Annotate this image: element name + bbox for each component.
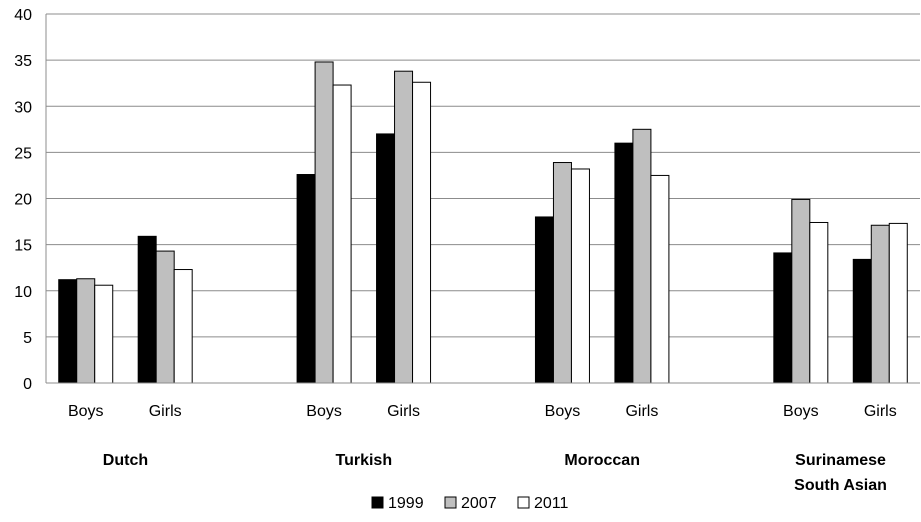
y-tick-label: 0 — [23, 376, 32, 393]
bar-turkish-girls-1999 — [376, 133, 396, 384]
y-tick-label: 15 — [14, 238, 32, 255]
x-group-label: Dutch — [103, 452, 148, 469]
x-category-label: Girls — [149, 403, 182, 420]
y-tick-label: 25 — [14, 145, 32, 162]
bars — [58, 61, 908, 384]
legend-swatch — [444, 496, 457, 509]
x-category-label: Boys — [545, 403, 581, 420]
bar-dutch-girls-2007 — [155, 250, 175, 384]
x-group-label: Moroccan — [564, 452, 640, 469]
bar-surinamese-south-asian-boys-2007 — [791, 198, 811, 384]
x-group-label: South Asian — [794, 477, 887, 494]
bar-turkish-boys-1999 — [296, 174, 316, 384]
bar-turkish-boys-2011 — [332, 84, 352, 384]
bar-moroccan-boys-1999 — [534, 216, 554, 384]
bar-moroccan-girls-2011 — [650, 174, 670, 384]
y-tick-label: 20 — [14, 192, 32, 209]
bar-moroccan-boys-2007 — [552, 162, 572, 384]
x-axis: Boys Girls Dutch Boys Girls Turkish Boys Girls M… — [46, 382, 920, 494]
x-category-label: Boys — [68, 403, 104, 420]
legend-swatch — [371, 496, 384, 509]
legend-swatch — [517, 496, 530, 509]
bar-dutch-girls-1999 — [137, 235, 157, 384]
bar-moroccan-girls-1999 — [614, 142, 634, 384]
y-tick-label: 30 — [14, 99, 32, 116]
bar-turkish-girls-2007 — [394, 70, 414, 384]
bar-moroccan-boys-2011 — [570, 168, 590, 384]
x-group-label: Turkish — [336, 452, 393, 469]
legend-label: 1999 — [388, 495, 424, 512]
bar-surinamese-south-asian-girls-2007 — [870, 224, 890, 384]
bar-surinamese-south-asian-girls-2011 — [888, 222, 908, 384]
bar-dutch-girls-2011 — [173, 269, 193, 384]
x-category-label: Girls — [387, 403, 420, 420]
x-category-label: Boys — [783, 403, 819, 420]
bar-dutch-boys-2007 — [76, 278, 96, 384]
y-axis: 0 5 10 15 20 25 30 35 40 — [14, 7, 47, 393]
x-category-label: Girls — [625, 403, 658, 420]
legend: 1999 2007 2011 — [371, 495, 569, 512]
bar-dutch-boys-2011 — [94, 284, 114, 384]
y-tick-label: 5 — [23, 330, 32, 347]
legend-label: 2011 — [534, 495, 569, 512]
bar-surinamese-south-asian-boys-2011 — [809, 221, 829, 384]
bar-turkish-boys-2007 — [314, 61, 334, 384]
bar-turkish-girls-2011 — [412, 81, 432, 384]
y-tick-label: 35 — [14, 53, 32, 70]
bar-surinamese-south-asian-boys-1999 — [773, 252, 793, 384]
x-group-label: Surinamese — [795, 452, 886, 469]
y-tick-label: 10 — [14, 284, 32, 301]
bar-dutch-boys-1999 — [58, 279, 78, 384]
y-tick-label: 40 — [14, 7, 32, 24]
bar-moroccan-girls-2007 — [632, 128, 652, 384]
x-category-label: Boys — [306, 403, 342, 420]
x-category-label: Girls — [864, 403, 897, 420]
legend-label: 2007 — [461, 495, 497, 512]
bar-surinamese-south-asian-girls-1999 — [852, 258, 872, 384]
